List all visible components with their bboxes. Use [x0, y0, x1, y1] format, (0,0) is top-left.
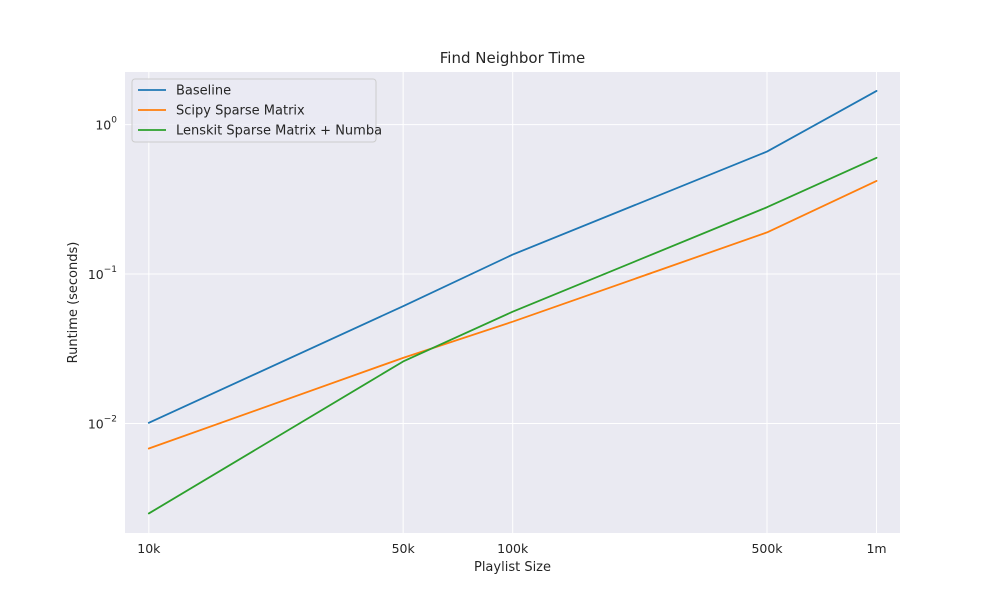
legend-box: [131, 78, 377, 143]
series-line-baseline: [147, 90, 878, 424]
legend: Baseline Scipy Sparse Matrix Lenskit Spars…: [131, 78, 382, 143]
x-tick-label: 1m: [866, 541, 886, 556]
series-layer: [147, 90, 878, 515]
series-line-lenskit-sparse-matrix-numba: [147, 156, 878, 515]
legend-label: Baseline: [176, 84, 231, 99]
y-tick-exponent: −2: [104, 414, 117, 424]
y-axis-label: Runtime (seconds): [66, 242, 81, 364]
y-tick-exponent: −1: [104, 265, 117, 275]
y-tick-base: 10: [95, 118, 111, 133]
legend-label: Lenskit Sparse Matrix + Numba: [176, 124, 382, 139]
y-tick-base: 10: [88, 416, 104, 431]
y-tick-label: 10−2: [88, 414, 117, 431]
x-tick-labels: 10k 50k 100k 500k 1m: [137, 541, 886, 556]
legend-label: Scipy Sparse Matrix: [176, 104, 305, 119]
x-tick-label: 10k: [137, 541, 161, 556]
y-tick-exponent: 0: [111, 116, 117, 126]
x-tick-label: 500k: [751, 541, 783, 556]
y-tick-label: 10−1: [88, 265, 117, 282]
y-tick-base: 10: [88, 267, 104, 282]
x-tick-label: 100k: [497, 541, 529, 556]
x-axis-label: Playlist Size: [474, 560, 551, 575]
series-line-scipy-sparse-matrix: [147, 180, 878, 450]
y-tick-label: 100: [95, 116, 117, 133]
x-tick-label: 50k: [392, 541, 416, 556]
chart-title: Find Neighbor Time: [440, 49, 586, 67]
